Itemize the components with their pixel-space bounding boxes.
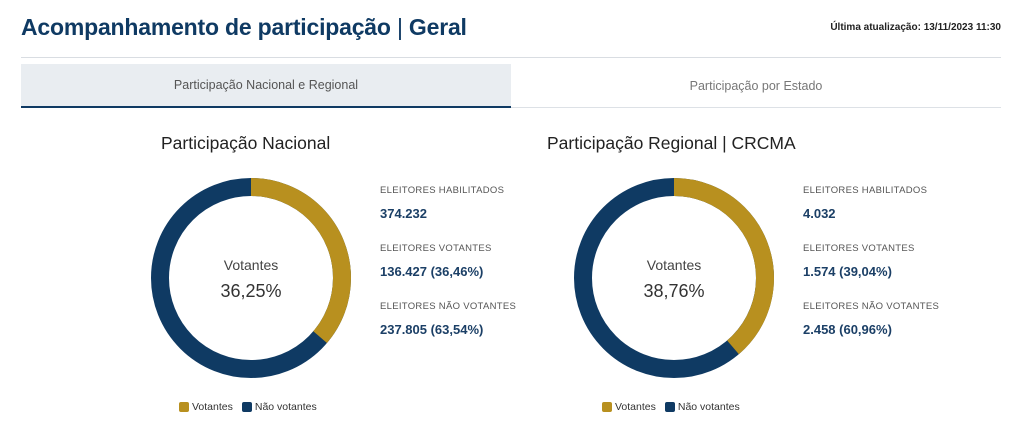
legend-swatch-nao-votantes [664,402,675,412]
stat-value: 2.458 (60,96%) [803,322,892,337]
donut-center-value: 38,76% [643,281,705,301]
donut-segment-votantes[interactable] [151,178,351,378]
stat-habilitados: ELEITORES HABILITADOS 374.232 [380,185,516,243]
chart-legend: Votantes Não votantes [179,401,326,413]
page-title-main: Acompanhamento de participação [21,14,391,40]
tab-bar: Participação Nacional e Regional Partici… [21,64,1001,108]
legend-swatch-nao-votantes [241,402,252,412]
panel-nacional: Participação Nacional Votantes 36,25% EL… [110,130,580,430]
stats-list: ELEITORES HABILITADOS 4.032 ELEITORES VO… [803,185,939,359]
legend-item-nao-votantes[interactable]: Não votantes [241,401,317,413]
stat-value: 4.032 [803,206,836,221]
stat-label: ELEITORES HABILITADOS [380,185,505,196]
stat-habilitados: ELEITORES HABILITADOS 4.032 [803,185,939,243]
legend-swatch-votantes [179,402,189,412]
donut-center-label: Votantes [223,257,279,273]
page-title-suffix: Geral [408,14,467,40]
stat-value: 136.427 (36,46%) [380,264,484,279]
stats-list: ELEITORES HABILITADOS 374.232 ELEITORES … [380,185,516,359]
donut-center-label: Votantes [646,257,702,273]
stat-votantes: ELEITORES VOTANTES 136.427 (36,46%) [380,243,516,301]
donut-segment-votantes[interactable] [574,178,774,378]
legend-item-nao-votantes[interactable]: Não votantes [664,401,740,413]
legend-swatch-votantes [602,402,612,412]
last-update-timestamp: Última atualização: 13/11/2023 11:30 [830,22,1001,33]
page-title: Acompanhamento de participação | Geral [21,14,467,41]
stat-votantes: ELEITORES VOTANTES 1.574 (39,04%) [803,243,939,301]
stat-value: 1.574 (39,04%) [803,264,892,279]
stat-value: 374.232 [380,206,427,221]
page-title-separator: | [390,14,409,40]
panel-title: Participação Nacional [161,133,331,153]
panel-regional: Participação Regional | CRCMA Votantes 3… [533,130,1003,430]
stat-label: ELEITORES HABILITADOS [803,185,928,196]
legend-label: Votantes [615,401,656,413]
panel-title: Participação Regional | CRCMA [547,133,796,153]
stat-label: ELEITORES NÃO VOTANTES [803,301,940,312]
legend-item-votantes[interactable]: Votantes [179,401,233,413]
tab-nacional-regional[interactable]: Participação Nacional e Regional [21,64,511,108]
legend-label: Votantes [192,401,233,413]
stat-nao-votantes: ELEITORES NÃO VOTANTES 237.805 (63,54%) [380,301,516,359]
page-header: Acompanhamento de participação | Geral Ú… [21,14,1001,44]
stat-label: ELEITORES NÃO VOTANTES [380,301,517,312]
stat-label: ELEITORES VOTANTES [380,243,492,254]
legend-label: Não votantes [254,401,317,413]
donut-center-value: 36,25% [220,281,282,301]
tab-por-estado[interactable]: Participação por Estado [689,78,823,93]
stat-label: ELEITORES VOTANTES [803,243,915,254]
stat-nao-votantes: ELEITORES NÃO VOTANTES 2.458 (60,96%) [803,301,939,359]
legend-label: Não votantes [677,401,740,413]
header-divider [21,57,1001,58]
donut-chart: Votantes 36,25% [150,177,352,379]
donut-svg [151,178,351,378]
chart-legend: Votantes Não votantes [602,401,749,413]
legend-item-votantes[interactable]: Votantes [602,401,656,413]
donut-svg [574,178,774,378]
stat-value: 237.805 (63,54%) [380,322,484,337]
donut-chart: Votantes 38,76% [573,177,775,379]
